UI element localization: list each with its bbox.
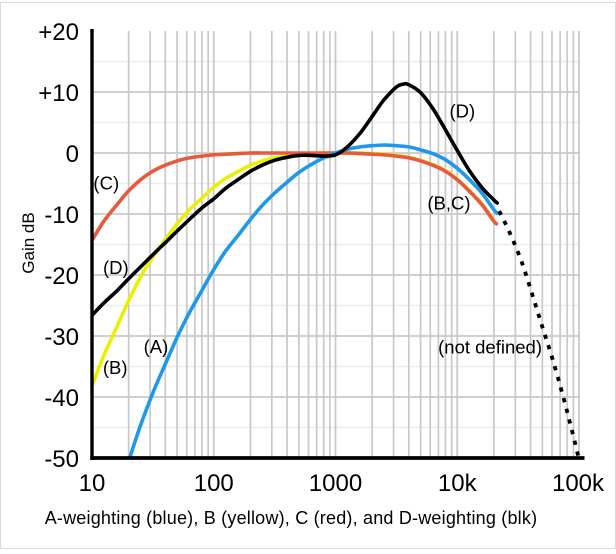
x-axis-caption: A-weighting (blue), B (yellow), C (red),… bbox=[44, 508, 538, 528]
curve-annotation: (C) bbox=[93, 172, 119, 193]
y-tick-label: -40 bbox=[44, 385, 79, 412]
x-tick-label: 1000 bbox=[309, 470, 362, 497]
curve-A-weighting bbox=[127, 143, 500, 458]
y-tick-label: +20 bbox=[38, 19, 79, 46]
x-tick-label: 10 bbox=[79, 470, 106, 497]
curve-annotation: (D) bbox=[103, 257, 129, 278]
curve-C-weighting bbox=[92, 151, 499, 242]
curve-annotation: (D) bbox=[449, 100, 475, 121]
curve-annotation: (B,C) bbox=[427, 193, 470, 214]
y-tick-label: -10 bbox=[44, 202, 79, 229]
x-tick-label: 10k bbox=[438, 470, 478, 497]
curve-annotation: (B) bbox=[103, 357, 128, 378]
curve-annotation: (A) bbox=[144, 336, 169, 357]
y-tick-label: -20 bbox=[44, 263, 79, 290]
y-tick-label: 0 bbox=[66, 141, 79, 168]
y-tick-label: -30 bbox=[44, 324, 79, 351]
y-tick-label: -50 bbox=[44, 446, 79, 473]
curve-annotation: (not defined) bbox=[438, 336, 542, 357]
x-tick-label: 100k bbox=[552, 470, 605, 497]
x-tick-label: 100 bbox=[194, 470, 234, 497]
curve-weighting-not-defined-extension bbox=[497, 210, 581, 458]
curve-D-weighting bbox=[92, 81, 499, 318]
y-axis-title: Gain dB bbox=[19, 212, 38, 274]
y-tick-label: +10 bbox=[38, 80, 79, 107]
